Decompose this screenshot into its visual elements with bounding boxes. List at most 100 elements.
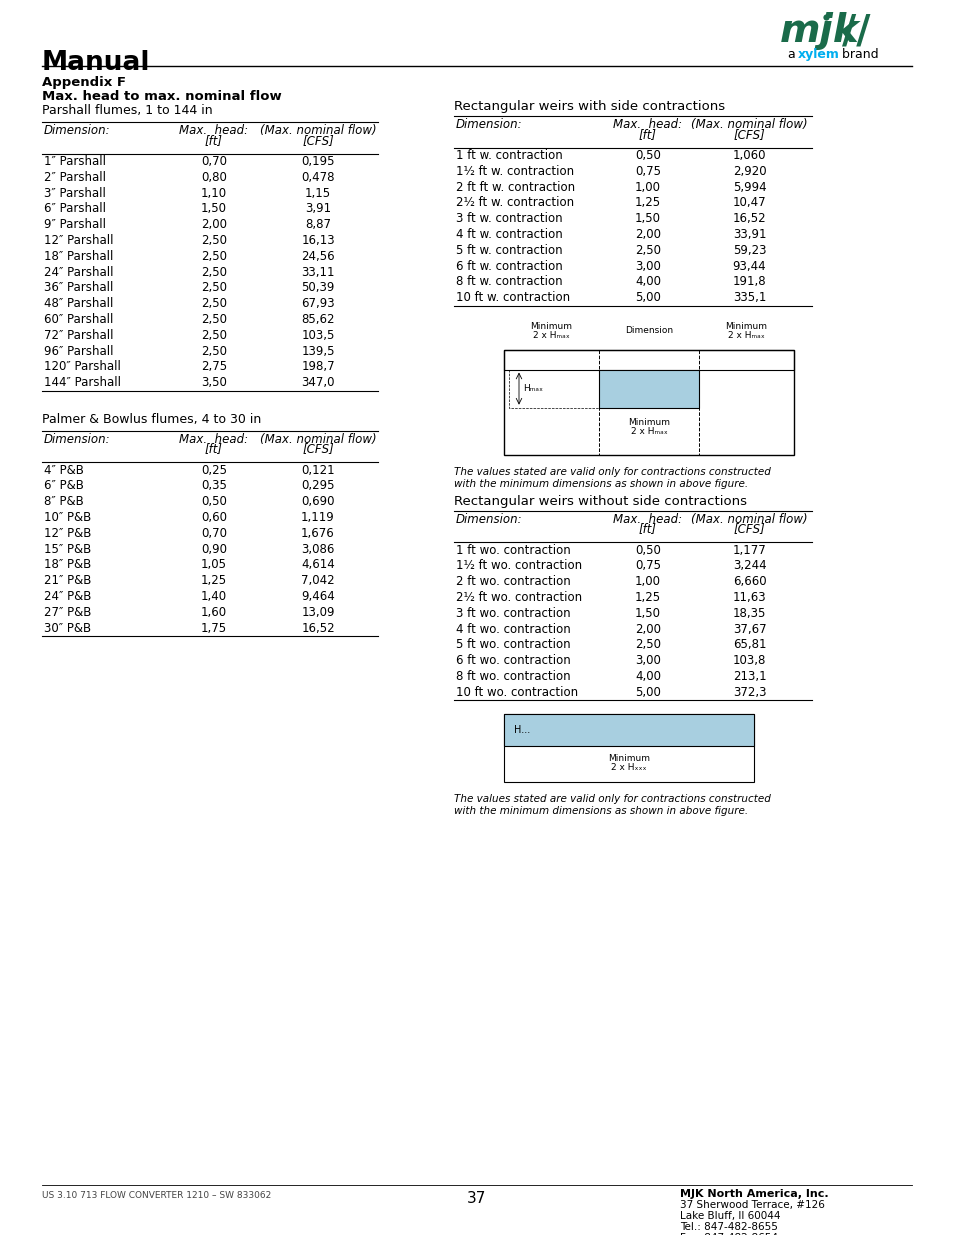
Text: 0,50: 0,50 [635, 543, 660, 557]
Text: 10 ft wo. contraction: 10 ft wo. contraction [456, 685, 578, 699]
Bar [598, 369, 699, 408]
Text: [ft]: [ft] [639, 127, 657, 141]
Text: 1,10: 1,10 [201, 186, 227, 200]
Text: 2,50: 2,50 [201, 312, 227, 326]
Text: 2,50: 2,50 [201, 282, 227, 294]
Text: 2,50: 2,50 [201, 329, 227, 342]
Text: 191,8: 191,8 [732, 275, 765, 289]
Text: 6 ft wo. contraction: 6 ft wo. contraction [456, 655, 570, 667]
Text: 12″ Parshall: 12″ Parshall [44, 233, 113, 247]
Text: Parshall flumes, 1 to 144 in: Parshall flumes, 1 to 144 in [42, 104, 213, 117]
Text: Dimension:: Dimension: [44, 432, 111, 446]
Text: Dimension:: Dimension: [456, 513, 522, 526]
Text: 2 ft ft w. contraction: 2 ft ft w. contraction [456, 180, 575, 194]
Text: 3,91: 3,91 [305, 203, 331, 215]
Text: 0,35: 0,35 [201, 479, 227, 493]
Text: 3,00: 3,00 [635, 259, 660, 273]
Text: 93,44: 93,44 [732, 259, 765, 273]
Text: 7,042: 7,042 [301, 574, 335, 587]
Text: 0,75: 0,75 [635, 559, 660, 572]
Text: 3,00: 3,00 [635, 655, 660, 667]
Text: [ft]: [ft] [639, 522, 657, 536]
Text: 8 ft wo. contraction: 8 ft wo. contraction [456, 671, 570, 683]
Text: Tel.: 847-482-8655: Tel.: 847-482-8655 [679, 1221, 777, 1233]
Text: 37: 37 [467, 1191, 486, 1207]
Text: 8″ P&B: 8″ P&B [44, 495, 84, 508]
Text: 60″ Parshall: 60″ Parshall [44, 312, 113, 326]
Text: 3″ Parshall: 3″ Parshall [44, 186, 106, 200]
Text: Lake Bluff, Il 60044: Lake Bluff, Il 60044 [679, 1212, 780, 1221]
Text: 5,994: 5,994 [732, 180, 765, 194]
Text: 1,75: 1,75 [201, 621, 227, 635]
Text: Dimension:: Dimension: [44, 124, 111, 137]
Text: 4,00: 4,00 [635, 275, 660, 289]
Text: MJK North America, Inc.: MJK North America, Inc. [679, 1189, 828, 1199]
Text: 2,50: 2,50 [635, 638, 660, 651]
Text: 2 x Hₘₐₓ: 2 x Hₘₐₓ [533, 331, 569, 340]
Text: 1,50: 1,50 [635, 212, 660, 225]
Text: 0,90: 0,90 [201, 542, 227, 556]
Text: [ft]: [ft] [205, 442, 223, 456]
Text: 2½ ft w. contraction: 2½ ft w. contraction [456, 196, 574, 210]
Text: 11,63: 11,63 [732, 592, 765, 604]
Text: The values stated are valid only for contractions constructed: The values stated are valid only for con… [454, 794, 770, 804]
Text: 15″ P&B: 15″ P&B [44, 542, 91, 556]
Text: [CFS]: [CFS] [302, 442, 334, 456]
Text: 2,50: 2,50 [201, 233, 227, 247]
Text: 1,676: 1,676 [301, 527, 335, 540]
Text: [CFS]: [CFS] [733, 127, 764, 141]
Text: 2,00: 2,00 [635, 622, 660, 636]
Text: (Max. nominal flow): (Max. nominal flow) [691, 513, 807, 526]
Text: 198,7: 198,7 [301, 361, 335, 373]
Text: 18″ Parshall: 18″ Parshall [44, 249, 113, 263]
Text: 13,09: 13,09 [301, 606, 335, 619]
Text: 0,295: 0,295 [301, 479, 335, 493]
Text: //: // [841, 12, 869, 49]
Text: 2,50: 2,50 [201, 298, 227, 310]
Text: 103,5: 103,5 [301, 329, 335, 342]
Text: 1,15: 1,15 [305, 186, 331, 200]
Text: 12″ P&B: 12″ P&B [44, 527, 91, 540]
Text: Rectangular weirs with side contractions: Rectangular weirs with side contractions [454, 100, 724, 112]
Text: [CFS]: [CFS] [302, 133, 334, 147]
Text: 0,60: 0,60 [201, 511, 227, 524]
Text: Fax: 847-482-8654: Fax: 847-482-8654 [679, 1233, 778, 1235]
Text: 5,00: 5,00 [635, 291, 660, 304]
Text: The values stated are valid only for contractions constructed: The values stated are valid only for con… [454, 467, 770, 477]
Bar [503, 714, 753, 746]
Text: 24,56: 24,56 [301, 249, 335, 263]
Text: Max. head to max. nominal flow: Max. head to max. nominal flow [42, 90, 281, 103]
Text: 0,80: 0,80 [201, 170, 227, 184]
Bar [503, 714, 753, 782]
Text: H...: H... [514, 725, 530, 735]
Bar [503, 350, 793, 454]
Text: (Max. nominal flow): (Max. nominal flow) [691, 119, 807, 131]
Text: 4″ P&B: 4″ P&B [44, 463, 84, 477]
Text: 3 ft wo. contraction: 3 ft wo. contraction [456, 606, 570, 620]
Text: 0,50: 0,50 [201, 495, 227, 508]
Bar [503, 350, 793, 369]
Text: Appendix F: Appendix F [42, 77, 126, 89]
Text: 16,52: 16,52 [301, 621, 335, 635]
Text: 6,660: 6,660 [732, 576, 765, 588]
Text: 2 x Hₘₐₓ: 2 x Hₘₐₓ [727, 331, 764, 340]
Text: Dimension:: Dimension: [456, 119, 522, 131]
Text: 5 ft w. contraction: 5 ft w. contraction [456, 243, 562, 257]
Text: 3 ft w. contraction: 3 ft w. contraction [456, 212, 562, 225]
Text: 0,25: 0,25 [201, 463, 227, 477]
Text: 1,25: 1,25 [201, 574, 227, 587]
Text: xylem: xylem [797, 48, 839, 61]
Text: 1,50: 1,50 [635, 606, 660, 620]
Text: Minimum: Minimum [607, 755, 649, 763]
Text: 213,1: 213,1 [732, 671, 765, 683]
Text: 2,75: 2,75 [201, 361, 227, 373]
Text: 10,47: 10,47 [732, 196, 765, 210]
Text: 3,086: 3,086 [301, 542, 335, 556]
Text: 6″ Parshall: 6″ Parshall [44, 203, 106, 215]
Text: 30″ P&B: 30″ P&B [44, 621, 91, 635]
Text: 24″ P&B: 24″ P&B [44, 590, 91, 603]
Text: 4,614: 4,614 [301, 558, 335, 572]
Text: 2 x Hₘₐₓ: 2 x Hₘₐₓ [630, 426, 667, 436]
Text: [ft]: [ft] [205, 133, 223, 147]
Text: a: a [787, 48, 799, 61]
